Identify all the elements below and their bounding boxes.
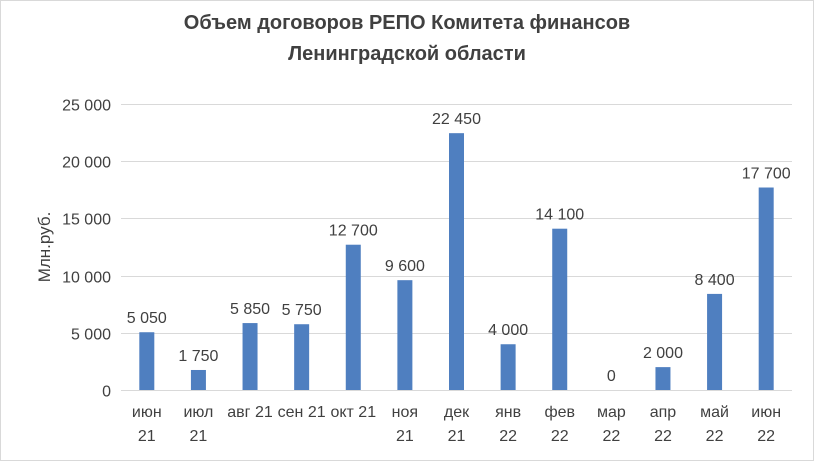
bar [758, 187, 774, 390]
bar [655, 367, 671, 390]
bar [345, 244, 361, 390]
bar [449, 133, 464, 390]
y-axis-ticks: 0 5 000 10 000 15 000 20 000 25 000 [62, 98, 111, 401]
x-tick-label: июн [132, 404, 162, 421]
data-labels: 5 050 1 750 5 850 5 750 12 700 9 600 22 450 4 0… [127, 111, 791, 385]
bar [190, 369, 206, 390]
data-label: 1 750 [178, 348, 218, 365]
chart-title: Объем договоров РЕПО Комитета финансов Л… [183, 12, 631, 65]
data-label: 5 850 [230, 301, 270, 318]
x-tick-label: 21 [138, 428, 156, 445]
data-label: 2 000 [643, 345, 683, 362]
y-tick-label: 15 000 [62, 212, 111, 229]
x-tick-label: ноя [392, 404, 418, 421]
y-tick-label: 5 000 [71, 327, 111, 344]
x-tick-label: 22 [706, 428, 724, 445]
y-tick-label: 10 000 [62, 270, 111, 287]
x-tick-label: июл [183, 404, 213, 421]
x-tick-label: 22 [551, 428, 569, 445]
bars [139, 133, 774, 390]
bar [242, 323, 258, 390]
x-tick-label: сен 21 [278, 404, 326, 421]
x-tick-label: апр [650, 404, 677, 421]
x-tick-label: дек [444, 404, 470, 421]
x-tick-label: 22 [602, 428, 620, 445]
y-tick-label: 0 [102, 384, 111, 401]
data-label: 17 700 [742, 166, 791, 183]
x-tick-label: 21 [448, 428, 466, 445]
x-tick-label: янв [495, 404, 521, 421]
bar [500, 344, 516, 390]
x-tick-label: окт 21 [330, 404, 376, 421]
x-axis-ticks: июн 21 июл 21 авг 21 сен 21 окт 21 ноя 21 дек 21 ян… [132, 404, 781, 445]
x-tick-label: июн [751, 404, 781, 421]
y-tick-label: 25 000 [62, 98, 111, 115]
y-tick-label: 20 000 [62, 155, 111, 172]
data-label: 0 [607, 368, 616, 385]
data-label: 14 100 [535, 207, 584, 224]
x-tick-label: 22 [654, 428, 672, 445]
x-tick-label: 21 [190, 428, 208, 445]
data-label: 4 000 [488, 322, 528, 339]
bar [294, 324, 310, 390]
bar [552, 228, 568, 390]
bar [397, 280, 413, 390]
x-tick-label: мар [597, 404, 626, 421]
bar [139, 332, 155, 390]
x-tick-label: фев [544, 404, 575, 421]
data-label: 9 600 [385, 258, 425, 275]
x-tick-label: 21 [396, 428, 414, 445]
data-label: 5 050 [127, 310, 167, 327]
data-label: 8 400 [695, 272, 735, 289]
data-label: 12 700 [329, 223, 378, 240]
bar [707, 293, 723, 390]
x-tick-label: май [700, 404, 729, 421]
x-tick-label: 22 [499, 428, 517, 445]
y-axis-label: Млн.руб. [35, 212, 54, 283]
data-label: 22 450 [432, 111, 481, 128]
x-tick-label: авг 21 [227, 404, 273, 421]
data-label: 5 750 [282, 302, 322, 319]
x-tick-label: 22 [757, 428, 775, 445]
